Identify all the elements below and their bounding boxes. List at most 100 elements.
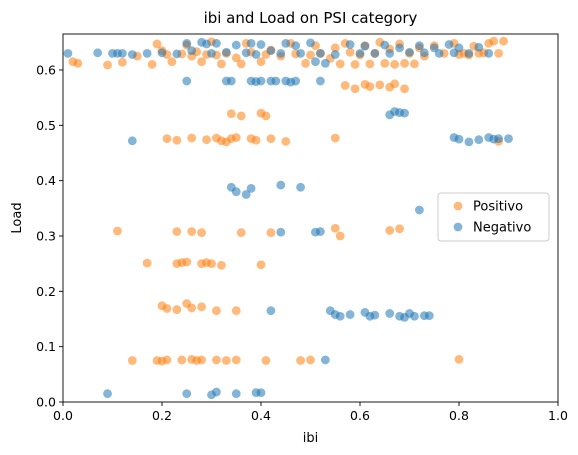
data-point xyxy=(63,48,73,58)
data-point xyxy=(197,228,207,238)
data-point xyxy=(256,57,266,67)
data-point xyxy=(390,60,400,69)
y-tick-label: 0.6 xyxy=(36,62,56,77)
data-point xyxy=(197,57,207,67)
data-point xyxy=(454,43,464,53)
data-point xyxy=(276,227,286,237)
data-point xyxy=(113,226,122,236)
data-point xyxy=(226,109,236,119)
data-point xyxy=(494,48,503,58)
legend-marker xyxy=(453,201,463,211)
data-point xyxy=(147,60,157,69)
data-point xyxy=(197,355,207,365)
data-point xyxy=(217,260,226,270)
data-point xyxy=(256,40,266,49)
data-point xyxy=(162,355,172,365)
y-tick-label: 0.4 xyxy=(36,173,56,188)
legend-label: Negativo xyxy=(473,221,531,236)
data-point xyxy=(231,133,241,142)
data-point xyxy=(499,36,508,46)
data-point xyxy=(236,59,246,69)
data-point xyxy=(182,76,192,86)
data-point xyxy=(306,50,315,60)
x-tick-label: 0.2 xyxy=(152,408,172,423)
data-point xyxy=(454,134,464,144)
data-point xyxy=(330,43,340,53)
data-point xyxy=(464,48,474,58)
data-point xyxy=(306,38,315,48)
series-negativo xyxy=(63,37,513,400)
x-tick-label: 0.4 xyxy=(251,408,271,423)
data-point xyxy=(212,355,221,365)
data-point xyxy=(157,48,167,58)
y-tick-label: 0.3 xyxy=(36,228,56,243)
data-point xyxy=(221,47,231,57)
legend-box xyxy=(437,192,550,242)
data-point xyxy=(207,259,216,269)
data-point xyxy=(236,111,246,121)
data-point xyxy=(296,182,305,192)
data-point xyxy=(424,311,434,321)
data-point xyxy=(266,228,276,238)
data-point xyxy=(400,108,409,118)
data-point xyxy=(474,135,484,145)
data-point xyxy=(380,58,390,68)
data-point xyxy=(261,111,271,121)
data-point xyxy=(484,48,494,58)
data-point xyxy=(395,43,404,53)
data-point xyxy=(330,133,340,143)
data-point xyxy=(320,58,330,68)
data-point xyxy=(335,311,345,321)
data-point xyxy=(172,135,182,145)
data-point xyxy=(212,387,221,397)
data-point xyxy=(390,79,400,89)
data-point xyxy=(434,48,444,58)
data-point xyxy=(221,356,231,365)
data-point xyxy=(291,76,301,86)
data-point xyxy=(400,84,409,94)
data-point xyxy=(474,42,484,52)
chart-title: ibi and Load on PSI category xyxy=(204,9,418,27)
data-point xyxy=(127,50,137,59)
data-point xyxy=(375,80,385,90)
data-point xyxy=(311,57,320,67)
data-point xyxy=(127,356,137,365)
data-point xyxy=(400,58,409,68)
plot-frame xyxy=(62,33,559,403)
data-point xyxy=(385,48,395,58)
data-point xyxy=(281,39,291,48)
legend-label: Positivo xyxy=(473,200,523,215)
data-point xyxy=(236,228,246,238)
data-point xyxy=(231,389,241,399)
data-point xyxy=(231,53,241,63)
data-point xyxy=(355,48,365,58)
data-point xyxy=(296,48,305,58)
data-point xyxy=(251,135,261,145)
data-point xyxy=(256,260,266,270)
data-point xyxy=(246,39,256,48)
data-point xyxy=(182,389,192,399)
data-point xyxy=(73,58,83,68)
data-point xyxy=(266,46,276,55)
data-point xyxy=(494,134,503,143)
data-point xyxy=(281,136,291,146)
data-point xyxy=(464,137,474,147)
data-point xyxy=(320,355,330,365)
data-point xyxy=(271,76,281,86)
data-point xyxy=(103,389,112,399)
data-point xyxy=(291,41,301,51)
data-point xyxy=(330,223,340,233)
data-point xyxy=(489,36,499,46)
data-point xyxy=(419,48,429,58)
data-point xyxy=(504,134,513,143)
data-point xyxy=(410,59,419,69)
data-point xyxy=(365,82,375,91)
data-point xyxy=(316,76,325,86)
data-point xyxy=(241,48,251,58)
data-point xyxy=(276,180,286,190)
y-tick-label: 0.0 xyxy=(36,395,56,410)
x-tick-label: 0.8 xyxy=(449,408,469,423)
x-tick-label: 0.0 xyxy=(53,408,73,423)
data-point xyxy=(444,40,454,49)
data-point xyxy=(127,136,137,146)
